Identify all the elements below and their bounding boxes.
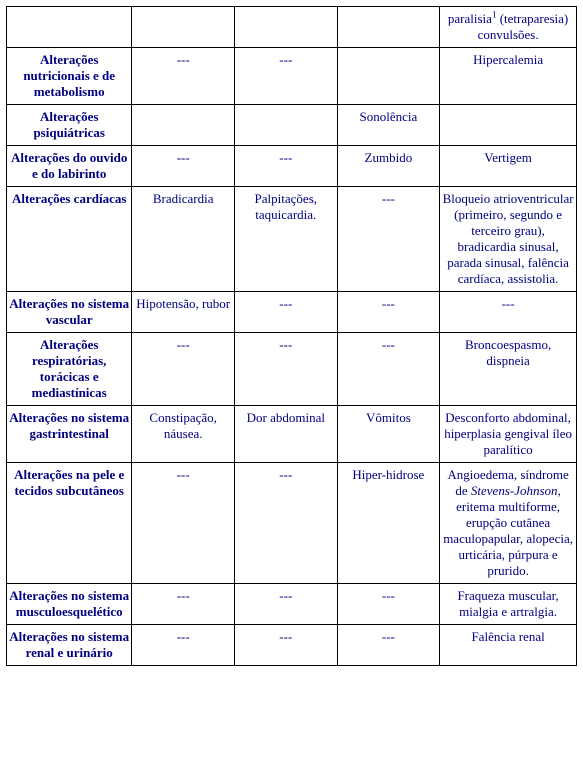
row-label: Alterações psiquiátricas	[7, 105, 132, 146]
table-cell	[337, 7, 440, 48]
table-cell: ---	[234, 333, 337, 406]
adverse-effects-table: paralisia1 (tetraparesia) convulsões.Alt…	[6, 6, 577, 666]
table-row: Alterações no sistema vascularHipotensão…	[7, 292, 577, 333]
table-cell: ---	[337, 187, 440, 292]
table-cell: ---	[132, 146, 235, 187]
table-cell: Vertigem	[440, 146, 577, 187]
table-row: Alterações no sistema renal e urinário--…	[7, 625, 577, 666]
table-cell: Fraqueza muscular, mialgia e artralgia.	[440, 584, 577, 625]
table-row: Alterações na pele e tecidos subcutâneos…	[7, 463, 577, 584]
table-row: Alterações respiratórias, torácicas e me…	[7, 333, 577, 406]
table-cell: Hiper-hidrose	[337, 463, 440, 584]
table-cell	[234, 105, 337, 146]
row-label: Alterações respiratórias, torácicas e me…	[7, 333, 132, 406]
table-cell	[132, 7, 235, 48]
row-label: Alterações no sistema gastrintestinal	[7, 406, 132, 463]
table-cell: Broncoespasmo, dispneia	[440, 333, 577, 406]
table-cell: ---	[337, 333, 440, 406]
row-label: Alterações do ouvido e do labirinto	[7, 146, 132, 187]
row-label: Alterações no sistema musculoesquelético	[7, 584, 132, 625]
table-cell: Hipercalemia	[440, 48, 577, 105]
table-cell: Bloqueio atrioventricular (primeiro, seg…	[440, 187, 577, 292]
row-label: Alterações no sistema renal e urinário	[7, 625, 132, 666]
table-cell	[132, 105, 235, 146]
table-row: Alterações do ouvido e do labirinto-----…	[7, 146, 577, 187]
table-cell: Desconforto abdominal, hiperplasia gengi…	[440, 406, 577, 463]
table-cell: ---	[337, 625, 440, 666]
table-cell: ---	[132, 48, 235, 105]
table-cell: ---	[234, 463, 337, 584]
table-cell: Bradicardia	[132, 187, 235, 292]
table-cell: Angioedema, síndrome de Stevens-Johnson,…	[440, 463, 577, 584]
row-label	[7, 7, 132, 48]
table-cell	[337, 48, 440, 105]
table-cell: ---	[337, 292, 440, 333]
table-cell: ---	[132, 333, 235, 406]
table-body: paralisia1 (tetraparesia) convulsões.Alt…	[7, 7, 577, 666]
table-row: Alterações cardíacasBradicardiaPalpitaçõ…	[7, 187, 577, 292]
table-cell: Constipação, náusea.	[132, 406, 235, 463]
table-cell: ---	[234, 146, 337, 187]
table-row: Alterações no sistema musculoesquelético…	[7, 584, 577, 625]
table-cell	[234, 7, 337, 48]
table-row: Alterações psiquiátricas Sonolência	[7, 105, 577, 146]
table-row: Alterações nutricionais e de metabolismo…	[7, 48, 577, 105]
table-cell: ---	[234, 584, 337, 625]
table-cell: Falência renal	[440, 625, 577, 666]
table-cell: ---	[132, 625, 235, 666]
table-cell: ---	[337, 584, 440, 625]
table-cell: Vômitos	[337, 406, 440, 463]
table-row: paralisia1 (tetraparesia) convulsões.	[7, 7, 577, 48]
table-cell: Palpitações, taquicardia.	[234, 187, 337, 292]
table-cell: Dor abdominal	[234, 406, 337, 463]
row-label: Alterações na pele e tecidos subcutâneos	[7, 463, 132, 584]
table-cell: ---	[132, 463, 235, 584]
table-cell: Zumbido	[337, 146, 440, 187]
table-cell: Hipotensão, rubor	[132, 292, 235, 333]
row-label: Alterações nutricionais e de metabolismo	[7, 48, 132, 105]
table-cell	[440, 105, 577, 146]
table-row: Alterações no sistema gastrintestinalCon…	[7, 406, 577, 463]
table-cell: ---	[440, 292, 577, 333]
table-cell: paralisia1 (tetraparesia) convulsões.	[440, 7, 577, 48]
table-cell: ---	[234, 292, 337, 333]
table-cell: ---	[132, 584, 235, 625]
row-label: Alterações no sistema vascular	[7, 292, 132, 333]
table-cell: ---	[234, 48, 337, 105]
table-cell: Sonolência	[337, 105, 440, 146]
row-label: Alterações cardíacas	[7, 187, 132, 292]
table-cell: ---	[234, 625, 337, 666]
